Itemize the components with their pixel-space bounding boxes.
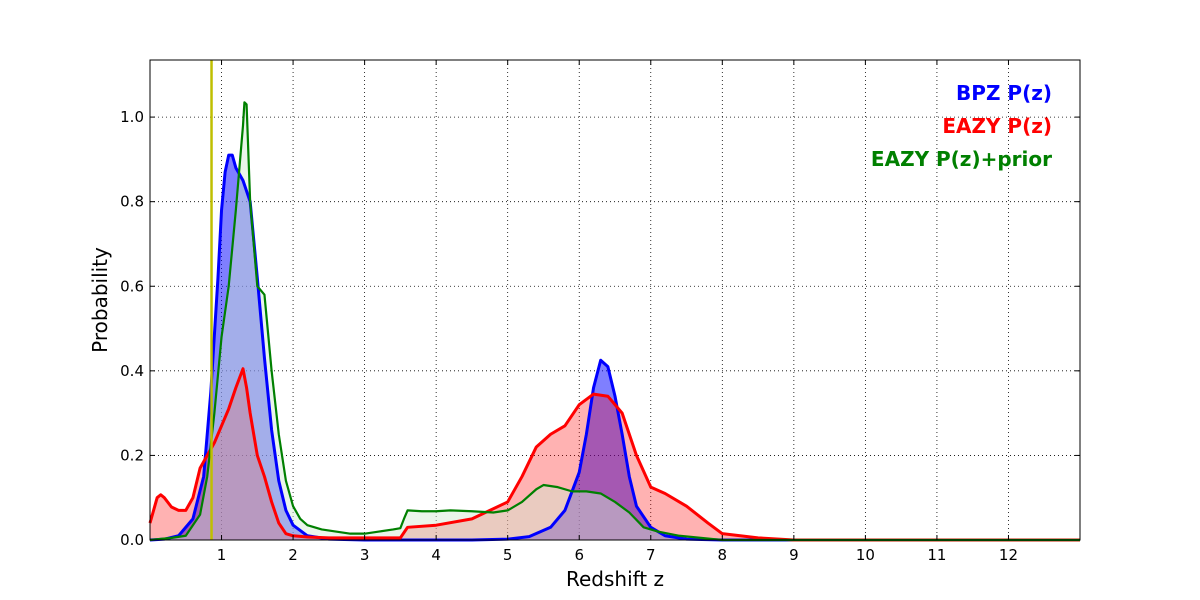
x-tick-label: 8 bbox=[718, 546, 728, 564]
y-tick-label: 0.8 bbox=[120, 193, 144, 211]
y-tick-label: 0.6 bbox=[120, 277, 144, 295]
x-tick-label: 6 bbox=[574, 546, 584, 564]
y-axis-title: Probability bbox=[88, 247, 112, 353]
y-tick-label: 0.2 bbox=[120, 446, 144, 464]
x-tick-label: 3 bbox=[360, 546, 370, 564]
grid bbox=[150, 60, 1080, 540]
series-fills bbox=[150, 102, 1080, 540]
x-tick-label: 1 bbox=[217, 546, 227, 564]
x-tick-label: 10 bbox=[856, 546, 875, 564]
legend-entry: BPZ P(z) bbox=[956, 81, 1052, 105]
legend-entry: EAZY P(z) bbox=[942, 114, 1052, 138]
legend: BPZ P(z) EAZY P(z) EAZY P(z)+prior bbox=[871, 81, 1052, 171]
series-fill-0 bbox=[150, 155, 1080, 540]
x-tick-label: 2 bbox=[288, 546, 298, 564]
x-tick-label: 12 bbox=[999, 546, 1018, 564]
series-fill-1 bbox=[150, 368, 1080, 540]
y-tick-label: 0.4 bbox=[120, 362, 144, 380]
plot-frame bbox=[149, 59, 1081, 541]
legend-entry: EAZY P(z)+prior bbox=[871, 147, 1052, 171]
series-line-1 bbox=[148, 367, 1080, 542]
y-tick-label: 1.0 bbox=[120, 108, 144, 126]
x-tick-label: 5 bbox=[503, 546, 513, 564]
x-axis-ticks: 1 2 3 4 5 6 7 8 9 10 11 12 bbox=[217, 60, 1018, 564]
x-axis-title: Redshift z bbox=[566, 567, 664, 591]
y-tick-label: 0.0 bbox=[120, 531, 144, 549]
x-tick-label: 11 bbox=[927, 546, 946, 564]
x-tick-label: 9 bbox=[789, 546, 799, 564]
series-line-2 bbox=[149, 101, 1080, 542]
x-tick-label: 7 bbox=[646, 546, 656, 564]
y-axis-ticks: 0.0 0.2 0.4 0.6 0.8 1.0 bbox=[120, 108, 1080, 549]
series-fill-2 bbox=[150, 102, 1080, 540]
x-tick-label: 4 bbox=[431, 546, 441, 564]
